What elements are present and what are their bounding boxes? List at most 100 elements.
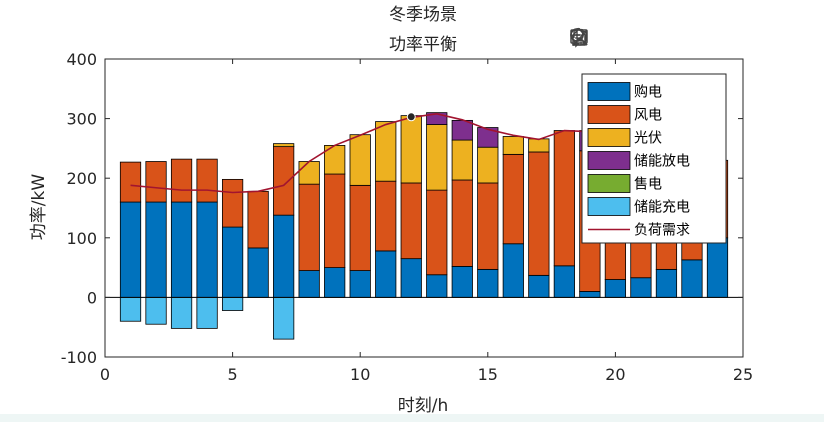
bar-6-h5[interactable] <box>221 296 244 311</box>
bar-1-h9[interactable] <box>324 267 346 298</box>
bar-2-h3[interactable] <box>170 158 193 203</box>
y-tick-label: 400 <box>66 50 97 69</box>
bar-2-h17[interactable] <box>528 151 550 276</box>
chart-subtitle: 功率平衡 <box>389 35 457 55</box>
bar-1-h11[interactable] <box>375 250 397 298</box>
bar-2-h14[interactable] <box>451 179 473 267</box>
bar-4-h13[interactable] <box>426 112 448 125</box>
bar-2-h9[interactable] <box>324 173 346 268</box>
datatip-marker[interactable] <box>406 112 416 122</box>
bar-1-h20[interactable] <box>604 279 627 298</box>
data-tip-icon[interactable] <box>570 26 620 50</box>
legend-label-2: 风电 <box>634 108 662 124</box>
bar-3-h7[interactable] <box>273 143 295 148</box>
bar-1-h22[interactable] <box>655 268 678 298</box>
bar-2-h15[interactable] <box>477 182 499 270</box>
bar-1-h17[interactable] <box>528 274 550 298</box>
legend-label-7: 负荷需求 <box>634 223 690 239</box>
bar-1-h5[interactable] <box>221 226 244 298</box>
zoom-out-icon[interactable] <box>570 26 704 50</box>
bar-2-h18[interactable] <box>553 130 575 267</box>
legend-label-6: 储能充电 <box>634 200 690 216</box>
legend-label-4: 储能放电 <box>634 154 690 170</box>
bar-2-h6[interactable] <box>247 190 269 249</box>
y-tick-label: 100 <box>66 229 97 248</box>
bar-1-h18[interactable] <box>553 265 575 298</box>
bar-1-h16[interactable] <box>502 243 524 298</box>
bar-1-h13[interactable] <box>426 274 448 298</box>
bar-3-h14[interactable] <box>451 139 473 181</box>
bar-3-h16[interactable] <box>502 136 524 155</box>
bar-1-h3[interactable] <box>170 201 193 298</box>
bar-4-h14[interactable] <box>451 119 473 141</box>
legend-swatch-6 <box>587 197 631 216</box>
bar-3-h11[interactable] <box>375 121 397 182</box>
bar-2-h7[interactable] <box>273 146 295 216</box>
bar-2-h4[interactable] <box>196 158 218 203</box>
bar-1-h6[interactable] <box>247 247 269 298</box>
legend-swatch-2 <box>587 105 631 124</box>
legend-label-1: 购电 <box>634 85 662 101</box>
bar-6-h2[interactable] <box>145 296 167 325</box>
bar-6-h7[interactable] <box>273 296 295 340</box>
bar-2-h11[interactable] <box>375 180 397 252</box>
x-tick-label: 0 <box>100 365 110 384</box>
bar-3-h10[interactable] <box>349 134 371 186</box>
bar-1-h2[interactable] <box>145 201 167 298</box>
bar-2-h16[interactable] <box>502 153 524 245</box>
bar-2-h13[interactable] <box>426 189 448 276</box>
bar-4-h15[interactable] <box>477 127 499 148</box>
bar-1-h19[interactable] <box>579 291 601 298</box>
bar-1-h12[interactable] <box>400 258 422 298</box>
x-tick-label: 5 <box>228 365 238 384</box>
bar-1-h7[interactable] <box>273 214 295 298</box>
bar-2-h2[interactable] <box>145 161 167 203</box>
window-bottom-strip <box>0 414 824 422</box>
bar-1-h21[interactable] <box>630 277 652 298</box>
y-axis-label: 功率/kW <box>29 174 49 241</box>
bar-1-h4[interactable] <box>196 201 218 298</box>
bar-3-h12[interactable] <box>400 115 422 184</box>
bar-2-h10[interactable] <box>349 184 371 271</box>
legend-swatch-5 <box>587 174 631 193</box>
bar-3-h15[interactable] <box>477 146 499 184</box>
x-tick-label: 15 <box>478 365 498 384</box>
bar-1-h8[interactable] <box>298 270 320 298</box>
legend-label-3: 光伏 <box>634 131 662 147</box>
bar-1-h15[interactable] <box>477 268 499 298</box>
x-tick-label: 25 <box>733 365 753 384</box>
x-tick-label: 10 <box>350 365 370 384</box>
bar-2-h8[interactable] <box>298 183 320 271</box>
x-axis-label: 时刻/h <box>398 396 449 414</box>
bar-1-h24[interactable] <box>706 237 729 298</box>
x-tick-label: 20 <box>605 365 625 384</box>
bar-2-h5[interactable] <box>221 178 244 228</box>
bar-2-h12[interactable] <box>400 182 422 260</box>
y-tick-label: 200 <box>66 169 97 188</box>
pan-hand-icon[interactable] <box>570 26 648 50</box>
zoom-in-icon[interactable] <box>570 26 676 50</box>
axes-box <box>104 58 744 358</box>
bar-1-h14[interactable] <box>451 266 473 298</box>
bar-1-h10[interactable] <box>349 270 371 298</box>
bar-1-h1[interactable] <box>119 201 142 298</box>
axes-toolbar <box>568 26 732 50</box>
bar-3-h13[interactable] <box>426 124 448 191</box>
legend-swatch-1 <box>587 82 631 101</box>
legend-swatch-4 <box>587 151 631 170</box>
bar-1-h23[interactable] <box>681 259 703 298</box>
bar-6-h3[interactable] <box>170 296 193 329</box>
bar-6-h4[interactable] <box>196 296 218 329</box>
home-icon[interactable] <box>570 26 732 50</box>
y-tick-label: 300 <box>66 110 97 129</box>
bar-2-h1[interactable] <box>119 161 142 203</box>
bar-6-h1[interactable] <box>119 296 142 322</box>
bar-3-h17[interactable] <box>528 138 550 153</box>
bar-3-h8[interactable] <box>298 161 320 185</box>
chart-title: 冬季场景 <box>389 5 457 25</box>
legend-swatch-3 <box>587 128 631 147</box>
y-tick-label: 0 <box>87 288 97 307</box>
